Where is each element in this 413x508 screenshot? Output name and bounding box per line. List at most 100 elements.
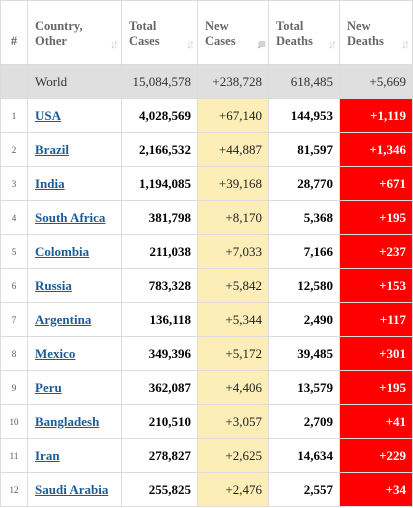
total-deaths-cell: 2,490 bbox=[268, 302, 340, 337]
new-deaths-cell: +117 bbox=[339, 302, 413, 337]
total-cases-cell: 136,118 bbox=[121, 302, 198, 337]
row-index: 10 bbox=[0, 404, 28, 439]
header-new-deaths-label-line1: New bbox=[347, 19, 371, 33]
country-link[interactable]: Mexico bbox=[35, 345, 76, 361]
country-link[interactable]: USA bbox=[35, 107, 62, 123]
new-cases-cell: +2,476 bbox=[197, 472, 269, 507]
new-deaths-cell: +195 bbox=[339, 200, 413, 235]
row-index: 6 bbox=[0, 268, 28, 303]
total-cases-cell: 211,038 bbox=[121, 234, 198, 269]
new-cases-cell: +39,168 bbox=[197, 166, 269, 201]
country-link[interactable]: Iran bbox=[35, 447, 60, 463]
total-deaths-cell: 7,166 bbox=[268, 234, 340, 269]
new-deaths-cell: +671 bbox=[339, 166, 413, 201]
row-index: 11 bbox=[0, 438, 28, 473]
new-cases-cell: +2,625 bbox=[197, 438, 269, 473]
new-deaths-cell: +229 bbox=[339, 438, 413, 473]
table-row: 10 Bangladesh 210,510 +3,057 2,709 +41 bbox=[0, 404, 413, 439]
row-index bbox=[0, 64, 28, 99]
country-cell: USA bbox=[27, 98, 122, 133]
new-deaths-cell: +34 bbox=[339, 472, 413, 507]
country-link[interactable]: Russia bbox=[35, 277, 72, 293]
country-link[interactable]: Colombia bbox=[35, 243, 90, 259]
header-country-label-line2: Other bbox=[35, 34, 67, 48]
row-index: 5 bbox=[0, 234, 28, 269]
header-total-cases-label-line1: Total bbox=[129, 19, 157, 33]
total-cases-cell: 2,166,532 bbox=[121, 132, 198, 167]
country-link[interactable]: India bbox=[35, 175, 65, 191]
header-new-cases-label-line2: Cases bbox=[205, 34, 236, 48]
world-total-row: World 15,084,578 +238,728 618,485 +5,669 bbox=[0, 64, 413, 99]
total-deaths-cell: 14,634 bbox=[268, 438, 340, 473]
new-deaths-cell: +153 bbox=[339, 268, 413, 303]
total-deaths-cell: 39,485 bbox=[268, 336, 340, 371]
country-cell: Russia bbox=[27, 268, 122, 303]
country-cell: Argentina bbox=[27, 302, 122, 337]
total-cases-cell: 349,396 bbox=[121, 336, 198, 371]
table-row: 12 Saudi Arabia 255,825 +2,476 2,557 +34 bbox=[0, 472, 413, 507]
country-cell: Saudi Arabia bbox=[27, 472, 122, 507]
country-link[interactable]: Brazil bbox=[35, 141, 69, 157]
new-deaths-cell: +237 bbox=[339, 234, 413, 269]
new-cases-cell: +3,057 bbox=[197, 404, 269, 439]
new-deaths-cell: +1,119 bbox=[339, 98, 413, 133]
country-link[interactable]: Peru bbox=[35, 379, 62, 395]
header-total-cases[interactable]: Total Cases ↓↑ bbox=[121, 0, 198, 65]
country-cell: Mexico bbox=[27, 336, 122, 371]
sort-descending-icon[interactable]: ↓≡ bbox=[256, 37, 266, 51]
new-cases-cell: +5,344 bbox=[197, 302, 269, 337]
sort-arrows-icon[interactable]: ↓↑ bbox=[401, 37, 410, 51]
table-row: 4 South Africa 381,798 +8,170 5,368 +195 bbox=[0, 200, 413, 235]
total-deaths-cell: 144,953 bbox=[268, 98, 340, 133]
country-link[interactable]: Bangladesh bbox=[35, 413, 100, 429]
table-row: 2 Brazil 2,166,532 +44,887 81,597 +1,346 bbox=[0, 132, 413, 167]
row-index: 1 bbox=[0, 98, 28, 133]
header-new-deaths[interactable]: New Deaths ↓↑ bbox=[339, 0, 413, 65]
header-country-label-line1: Country, bbox=[35, 19, 83, 33]
country-cell: Colombia bbox=[27, 234, 122, 269]
total-deaths-cell: 28,770 bbox=[268, 166, 340, 201]
world-label: World bbox=[27, 64, 122, 99]
world-new-deaths: +5,669 bbox=[339, 64, 413, 99]
header-total-deaths-label-line1: Total bbox=[276, 19, 304, 33]
country-link[interactable]: South Africa bbox=[35, 209, 106, 225]
sort-arrows-icon[interactable]: ↓↑ bbox=[328, 37, 337, 51]
row-index: 3 bbox=[0, 166, 28, 201]
header-row: # Country, Other ↓↑ Total Cases ↓↑ New Case… bbox=[0, 0, 413, 65]
header-index: # bbox=[0, 0, 28, 65]
header-total-deaths-label-line2: Deaths bbox=[276, 34, 313, 48]
sort-arrows-icon[interactable]: ↓↑ bbox=[110, 37, 119, 51]
country-link[interactable]: Saudi Arabia bbox=[35, 481, 109, 497]
total-cases-cell: 210,510 bbox=[121, 404, 198, 439]
new-deaths-cell: +301 bbox=[339, 336, 413, 371]
new-cases-cell: +5,842 bbox=[197, 268, 269, 303]
new-cases-cell: +7,033 bbox=[197, 234, 269, 269]
total-cases-cell: 255,825 bbox=[121, 472, 198, 507]
table-row: 8 Mexico 349,396 +5,172 39,485 +301 bbox=[0, 336, 413, 371]
new-cases-cell: +4,406 bbox=[197, 370, 269, 405]
new-deaths-cell: +41 bbox=[339, 404, 413, 439]
sort-arrows-icon[interactable]: ↓↑ bbox=[186, 37, 195, 51]
total-cases-cell: 1,194,085 bbox=[121, 166, 198, 201]
header-new-cases[interactable]: New Cases ↓≡ bbox=[197, 0, 269, 65]
row-index: 8 bbox=[0, 336, 28, 371]
header-total-deaths[interactable]: Total Deaths ↓↑ bbox=[268, 0, 340, 65]
row-index: 4 bbox=[0, 200, 28, 235]
total-deaths-cell: 2,557 bbox=[268, 472, 340, 507]
country-link[interactable]: Argentina bbox=[35, 311, 92, 327]
header-new-deaths-label-line2: Deaths bbox=[347, 34, 384, 48]
new-cases-cell: +44,887 bbox=[197, 132, 269, 167]
table-row: 7 Argentina 136,118 +5,344 2,490 +117 bbox=[0, 302, 413, 337]
total-deaths-cell: 5,368 bbox=[268, 200, 340, 235]
new-cases-cell: +8,170 bbox=[197, 200, 269, 235]
table-row: 9 Peru 362,087 +4,406 13,579 +195 bbox=[0, 370, 413, 405]
total-cases-cell: 783,328 bbox=[121, 268, 198, 303]
header-index-label: # bbox=[10, 34, 18, 48]
world-total-cases: 15,084,578 bbox=[121, 64, 198, 99]
header-new-cases-label-line1: New bbox=[205, 19, 229, 33]
total-deaths-cell: 2,709 bbox=[268, 404, 340, 439]
total-deaths-cell: 12,580 bbox=[268, 268, 340, 303]
header-country[interactable]: Country, Other ↓↑ bbox=[27, 0, 122, 65]
table-row: 3 India 1,194,085 +39,168 28,770 +671 bbox=[0, 166, 413, 201]
table-row: 6 Russia 783,328 +5,842 12,580 +153 bbox=[0, 268, 413, 303]
